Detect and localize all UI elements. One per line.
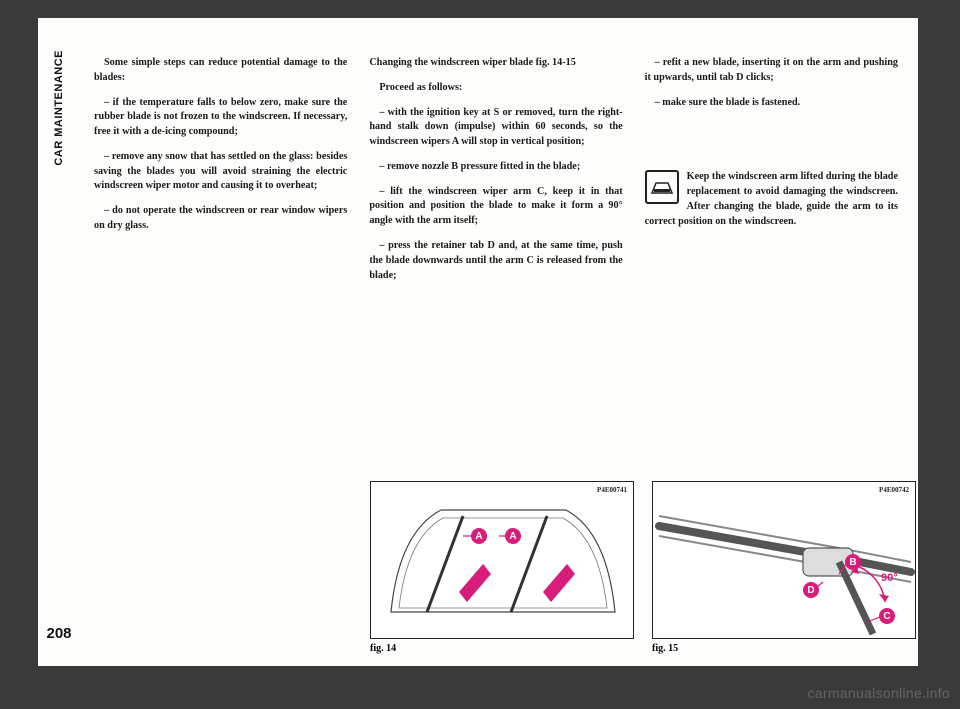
figure-label: fig. 15 — [652, 643, 916, 654]
section-label: CAR MAINTENANCE — [53, 50, 65, 166]
manual-page: CAR MAINTENANCE 208 Some simple steps ca… — [38, 18, 918, 666]
figure-label: fig. 14 — [370, 643, 634, 654]
figure-15: P4E00742 B C — [652, 481, 916, 654]
marker-d: D — [803, 582, 819, 598]
column-3: – refit a new blade, inserting it on the… — [645, 56, 898, 293]
watermark: carmanualsonline.info — [808, 685, 951, 701]
angle-label: 90° — [881, 572, 898, 584]
column-1: Some simple steps can reduce potential d… — [94, 56, 347, 293]
marker-c: C — [879, 608, 895, 624]
paragraph: Some simple steps can reduce potential d… — [94, 56, 347, 86]
paragraph: – make sure the blade is fastened. — [645, 96, 898, 111]
windscreen-illustration — [371, 482, 634, 639]
paragraph: Proceed as follows: — [369, 81, 622, 96]
warning-icon — [645, 170, 679, 204]
page-number: 208 — [46, 625, 71, 642]
marker-a: A — [471, 528, 487, 544]
content-area: Some simple steps can reduce potential d… — [80, 18, 918, 666]
marker-a: A — [505, 528, 521, 544]
figure-ref: P4E00741 — [597, 486, 627, 494]
paragraph: – refit a new blade, inserting it on the… — [645, 56, 898, 86]
paragraph: – remove any snow that has settled on th… — [94, 150, 347, 194]
figure-14-box: P4E00741 A A — [370, 481, 634, 639]
figures-row: P4E00741 A A fig. 14 — [370, 481, 916, 654]
wiper-arm-illustration — [653, 482, 916, 639]
figure-14: P4E00741 A A fig. 14 — [370, 481, 634, 654]
paragraph: – remove nozzle B pressure fitted in the… — [369, 160, 622, 175]
paragraph: – with the ignition key at S or removed,… — [369, 106, 622, 150]
sidebar: CAR MAINTENANCE 208 — [38, 18, 80, 666]
text-columns: Some simple steps can reduce potential d… — [94, 56, 898, 293]
warning-box: Keep the windscreen arm lifted during th… — [645, 170, 898, 229]
figure-15-box: P4E00742 B C — [652, 481, 916, 639]
paragraph: – if the temperature falls to below zero… — [94, 96, 347, 140]
column-2: Changing the windscreen wiper blade fig.… — [369, 56, 622, 293]
figure-ref: P4E00742 — [879, 486, 909, 494]
heading: Changing the windscreen wiper blade fig.… — [369, 56, 622, 71]
paragraph: – do not operate the windscreen or rear … — [94, 204, 347, 234]
paragraph: – lift the windscreen wiper arm C, keep … — [369, 185, 622, 229]
paragraph: – press the retainer tab D and, at the s… — [369, 239, 622, 283]
warning-text: Keep the windscreen arm lifted during th… — [645, 170, 898, 229]
marker-b: B — [845, 554, 861, 570]
